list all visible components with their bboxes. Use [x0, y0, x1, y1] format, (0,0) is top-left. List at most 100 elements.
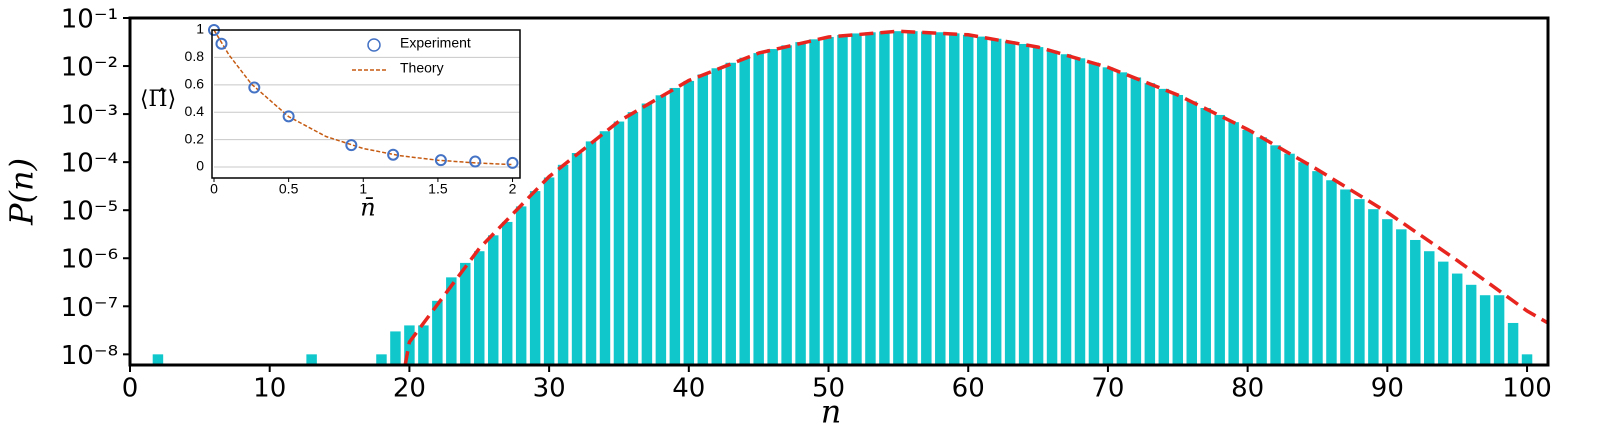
y-tick-label: 10⁻⁴	[61, 149, 118, 179]
bar	[390, 331, 401, 365]
bar	[1284, 153, 1295, 365]
bar	[1368, 209, 1379, 365]
experiment-point	[506, 156, 519, 169]
x-tick-label: 1.5	[428, 181, 448, 197]
bar	[557, 164, 569, 365]
x-tick-label: 60	[952, 374, 985, 404]
bar	[460, 262, 471, 365]
y-tick-label: 0.4	[185, 103, 205, 119]
bar	[641, 103, 653, 365]
experiment-point	[434, 154, 447, 167]
bar	[1144, 83, 1156, 365]
x-tick-label: 1	[359, 181, 367, 197]
x-tick-label: 70	[1091, 374, 1124, 404]
bar	[697, 74, 709, 365]
bar	[1424, 251, 1435, 365]
bar	[1172, 94, 1184, 365]
y-tick-label: 0.8	[185, 48, 205, 64]
bar	[432, 300, 443, 365]
legend-marker	[367, 38, 381, 52]
bar	[949, 33, 960, 365]
bar	[487, 235, 499, 365]
bar	[1004, 41, 1016, 365]
bar	[1298, 162, 1309, 365]
bar	[376, 354, 387, 365]
experiment-point	[469, 155, 482, 168]
bar	[767, 49, 778, 365]
bar	[1074, 58, 1086, 365]
y-axis-label: ⟨Π̂⟩	[140, 87, 176, 112]
experiment-point	[248, 81, 261, 94]
bar	[739, 57, 750, 365]
bar	[474, 251, 485, 365]
bar	[1270, 145, 1281, 365]
bar	[907, 31, 918, 365]
bar	[1312, 171, 1323, 365]
bar	[865, 32, 876, 365]
bar	[1354, 199, 1365, 365]
bar	[1382, 219, 1393, 365]
inset-background	[212, 30, 520, 178]
bar	[1214, 114, 1225, 365]
bar	[990, 38, 1002, 365]
x-tick-label: 90	[1371, 374, 1404, 404]
bar	[1410, 239, 1421, 365]
bar	[935, 32, 946, 365]
y-tick-label: 10⁻³	[61, 101, 118, 131]
bar	[711, 68, 722, 365]
bar	[1326, 180, 1337, 365]
legend-label: Experiment	[400, 35, 471, 51]
bar	[1102, 67, 1114, 365]
x-tick-label: 30	[533, 374, 566, 404]
bar	[1479, 295, 1491, 365]
bar	[655, 95, 667, 365]
bar	[446, 277, 457, 365]
x-tick-label: 50	[812, 374, 845, 404]
x-tick-label: 0	[122, 374, 139, 404]
bar	[1130, 77, 1142, 365]
x-tick-label: 2	[509, 181, 517, 197]
x-tick-label: 0	[210, 181, 218, 197]
x-tick-label: 0.5	[279, 181, 299, 197]
inset-frame	[211, 29, 521, 179]
y-tick-label: 0.6	[185, 76, 205, 92]
bar	[976, 36, 988, 365]
bar	[306, 354, 317, 365]
bar	[921, 31, 932, 365]
bar	[1116, 72, 1128, 365]
bar	[1200, 107, 1211, 365]
bar	[1088, 62, 1100, 365]
bar	[879, 31, 890, 365]
x-axis-label: n	[821, 393, 842, 431]
bar	[1158, 88, 1170, 365]
bar	[1521, 354, 1533, 365]
experiment-point	[215, 37, 228, 50]
bar	[851, 33, 862, 365]
bar	[1242, 129, 1253, 365]
bar	[515, 206, 527, 365]
bar	[418, 325, 429, 365]
x-tick-label: 10	[253, 374, 286, 404]
bar	[571, 153, 583, 365]
bar	[585, 141, 597, 365]
bar	[152, 354, 164, 365]
bar	[1256, 137, 1267, 365]
y-tick-label: 10⁻⁵	[61, 197, 118, 227]
bar	[1493, 295, 1505, 365]
bar	[1186, 101, 1197, 365]
theory-line	[403, 29, 1548, 365]
bar	[599, 131, 611, 365]
bar	[1451, 273, 1463, 365]
bar	[1396, 229, 1407, 365]
experiment-point	[282, 110, 295, 123]
bar	[1032, 47, 1044, 365]
experiment-point	[345, 139, 358, 152]
x-tick-label: 100	[1502, 374, 1552, 404]
bar	[795, 42, 806, 365]
bar	[1018, 43, 1030, 365]
bar	[837, 34, 848, 365]
plot-frame	[128, 16, 1550, 367]
x-tick-label: 40	[672, 374, 705, 404]
bar	[669, 87, 681, 365]
